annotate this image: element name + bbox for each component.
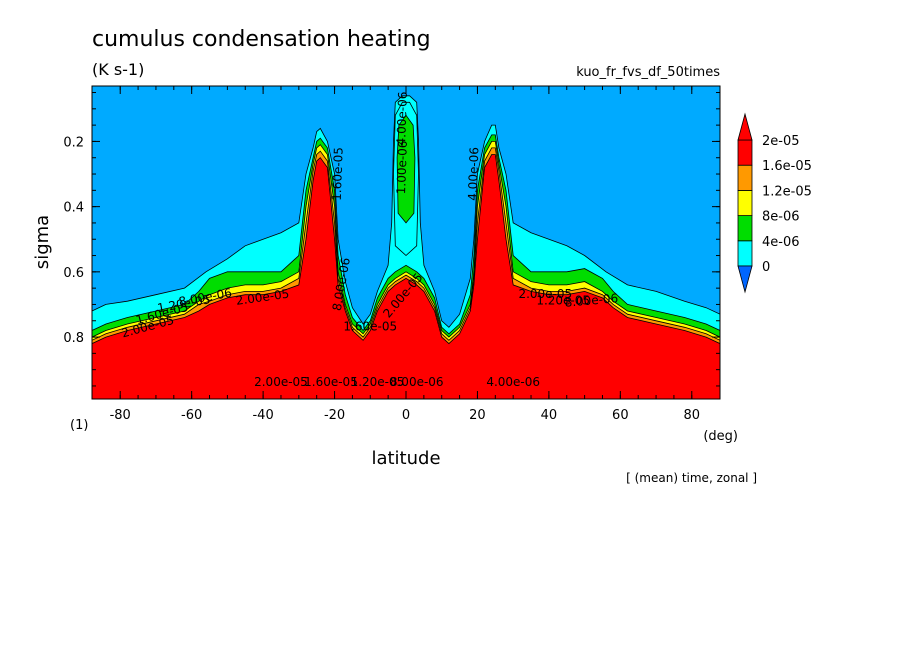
contour-fill-4 bbox=[92, 154, 720, 399]
x-axis: -80 -60 -40 -20 0 20 40 60 80 bbox=[110, 86, 700, 423]
x-tick-label: -40 bbox=[252, 408, 273, 423]
colorbar-swatch bbox=[737, 240, 753, 267]
contour-label: 4.00e-06 bbox=[394, 91, 410, 145]
x-tick-label: -80 bbox=[110, 408, 131, 423]
colorbar-label: 1.6e-05 bbox=[762, 159, 812, 174]
x-tick-label: 60 bbox=[612, 408, 629, 423]
y-tick-label: 0.6 bbox=[63, 266, 84, 281]
colorbar: 0 4e-06 8e-06 1.2e-05 1.6e-05 2e-05 bbox=[737, 112, 812, 294]
footer-note: [ (mean) time, zonal ] bbox=[626, 471, 757, 485]
contour-label: 4.00e-06 bbox=[486, 375, 540, 389]
contour-label: 2.00e-05 bbox=[254, 375, 308, 389]
colorbar-above-arrow bbox=[737, 112, 753, 141]
contour-fills bbox=[92, 95, 720, 399]
colorbar-label: 8e-06 bbox=[762, 210, 800, 225]
contour-label: 1.60e-05 bbox=[304, 375, 358, 389]
x-tick-label: 0 bbox=[402, 408, 410, 423]
run-label: kuo_fr_fvs_df_50times bbox=[576, 65, 720, 80]
x-tick-label: 20 bbox=[469, 408, 486, 423]
units-label: (K s-1) bbox=[92, 60, 144, 79]
contour-label: 8.00e-06 bbox=[390, 375, 444, 389]
colorbar-label: 2e-05 bbox=[762, 134, 800, 149]
x-axis-label: latitude bbox=[371, 448, 440, 469]
y-note-label: (1) bbox=[70, 418, 88, 433]
contour-label: 1.60e-05 bbox=[343, 320, 397, 334]
colorbar-label: 1.2e-05 bbox=[762, 184, 812, 199]
contour-label: 2.00e-05 bbox=[518, 287, 572, 301]
colorbar-label: 0 bbox=[762, 260, 770, 275]
contour-label: 1.60e-05 bbox=[330, 147, 346, 201]
colorbar-swatch bbox=[737, 164, 753, 191]
colorbar-label: 4e-06 bbox=[762, 235, 800, 250]
y-tick-label: 0.8 bbox=[63, 331, 84, 346]
contour-label: 8.00e-06 bbox=[564, 291, 619, 310]
x-unit-label: (deg) bbox=[703, 429, 738, 444]
x-tick-label: -60 bbox=[181, 408, 202, 423]
contour-label: 1.00e-06 bbox=[394, 140, 410, 194]
y-tick-label: 0.4 bbox=[63, 201, 84, 216]
y-tick-label: 0.2 bbox=[63, 135, 84, 150]
colorbar-swatch bbox=[737, 215, 753, 242]
contour-label: 1.20e-05 bbox=[536, 293, 590, 307]
contour-label: 1.20e-05 bbox=[351, 375, 405, 389]
chart-title: cumulus condensation heating bbox=[92, 27, 431, 52]
contour-label: 4.00e-06 bbox=[466, 147, 482, 201]
x-tick-label: 80 bbox=[684, 408, 701, 423]
y-axis-label: sigma bbox=[32, 215, 53, 269]
colorbar-below-arrow bbox=[737, 265, 753, 294]
colorbar-swatch bbox=[737, 139, 753, 166]
contour-fill-6 bbox=[396, 114, 416, 224]
x-tick-label: -20 bbox=[324, 408, 345, 423]
x-tick-label: 40 bbox=[541, 408, 558, 423]
colorbar-swatch bbox=[737, 189, 753, 216]
plot-area: 2.00e-051.60e-051.20e-058.00e-06 2.00e-05… bbox=[91, 85, 721, 400]
y-axis: 0.2 0.4 0.6 0.8 bbox=[63, 92, 720, 387]
